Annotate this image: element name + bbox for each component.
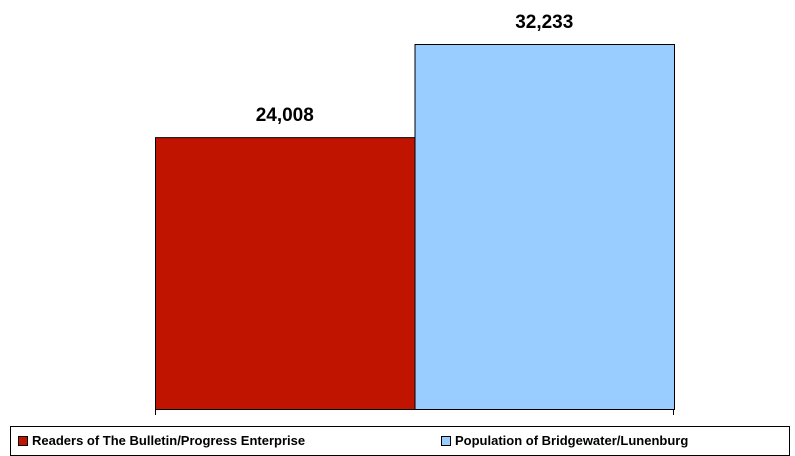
legend bbox=[10, 426, 790, 456]
legend-label: Readers of The Bulletin/Progress Enterpr… bbox=[32, 433, 305, 448]
bar bbox=[155, 137, 416, 410]
bar bbox=[414, 44, 675, 410]
legend-label: Population of Bridgewater/Lunenburg bbox=[455, 433, 688, 448]
value-label: 24,008 bbox=[256, 105, 314, 126]
legend-marker bbox=[441, 436, 451, 446]
legend-marker bbox=[18, 436, 28, 446]
value-label: 32,233 bbox=[515, 12, 573, 33]
